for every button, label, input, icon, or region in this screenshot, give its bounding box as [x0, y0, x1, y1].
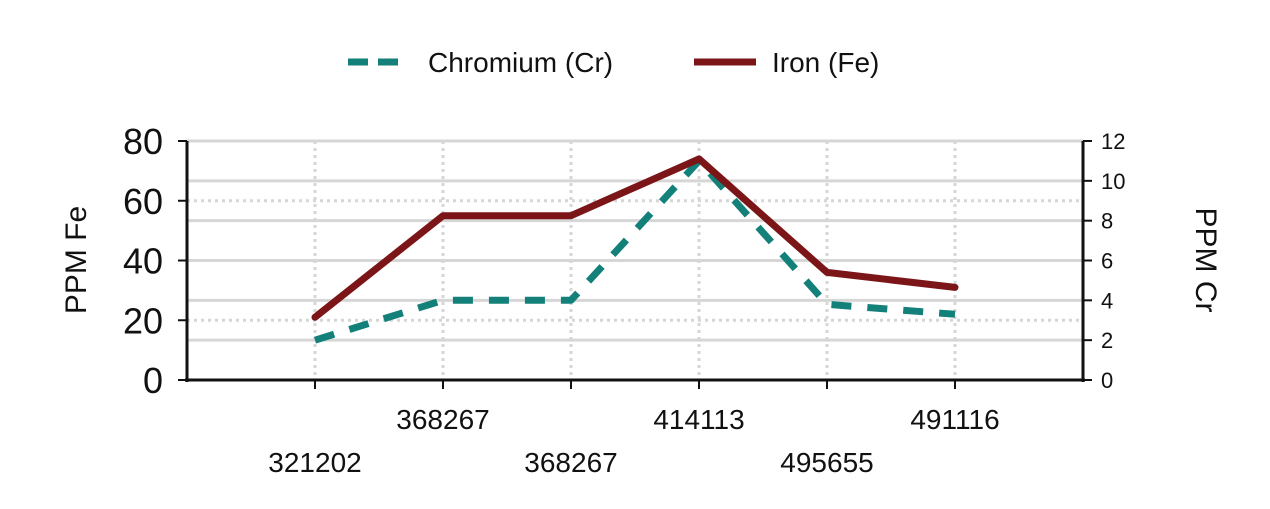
right-axis-title: PPM Cr: [1189, 208, 1222, 313]
series-line-iron: [311, 155, 959, 321]
legend-label-iron: Iron (Fe): [772, 47, 879, 78]
right-tick-label-2: 4: [1101, 288, 1113, 313]
left-tick-label-0: 0: [143, 360, 163, 401]
x-tick-label-3: 414113: [653, 404, 744, 435]
right-tick-label-5: 10: [1101, 169, 1125, 194]
series-line-chromium: [313, 157, 956, 344]
x-tick-label-1: 368267: [396, 404, 489, 435]
tick-labels: 0 20 40 60 80 0 2 4 6 8 10 12 321202 368267 368267 4141…: [123, 121, 1126, 478]
axes: [178, 140, 1092, 389]
left-tick-label-1: 20: [123, 300, 163, 341]
right-tick-label-1: 2: [1101, 328, 1113, 353]
right-tick-label-4: 8: [1101, 209, 1113, 234]
x-tick-label-0: 321202: [268, 447, 361, 478]
right-tick-label-6: 12: [1101, 129, 1125, 154]
x-tick-label-5: 491116: [910, 404, 999, 435]
legend: Chromium (Cr) Iron (Fe): [348, 47, 879, 78]
right-tick-label-0: 0: [1101, 368, 1113, 393]
x-tick-label-2: 368267: [524, 447, 617, 478]
left-axis-title: PPM Fe: [60, 206, 93, 314]
grid: [187, 139, 1083, 380]
legend-label-chromium: Chromium (Cr): [428, 47, 613, 78]
right-tick-label-3: 6: [1101, 249, 1113, 274]
left-tick-label-3: 60: [123, 181, 163, 222]
series-lines: [311, 155, 959, 344]
left-tick-label-2: 40: [123, 241, 163, 282]
x-tick-label-4: 495655: [780, 447, 873, 478]
left-tick-label-4: 80: [123, 121, 163, 162]
